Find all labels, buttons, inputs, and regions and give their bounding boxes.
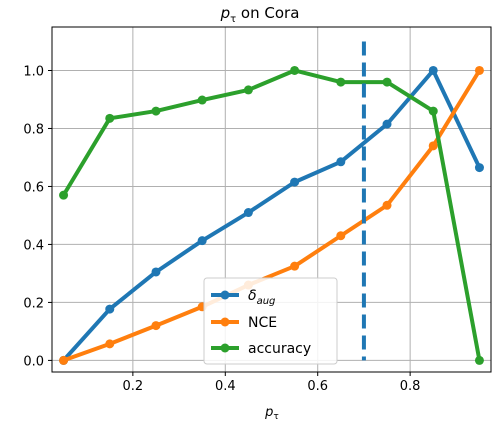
- y-tick-label: 0.0: [23, 354, 44, 369]
- data-point-delta-aug: [474, 163, 484, 173]
- y-tick-label: 1.0: [23, 64, 44, 79]
- legend-marker-delta-aug: [220, 290, 230, 300]
- x-axis-label: pτ: [264, 405, 279, 422]
- data-point-accuracy: [336, 77, 346, 87]
- data-point-accuracy: [290, 65, 300, 75]
- legend-label-delta-aug: δaug: [248, 288, 275, 307]
- data-point-delta-aug: [382, 119, 392, 129]
- x-tick-label: 0.6: [307, 379, 328, 394]
- data-point-accuracy: [428, 106, 438, 116]
- data-point-accuracy: [243, 85, 253, 95]
- data-point-accuracy: [474, 355, 484, 365]
- data-point-accuracy: [59, 190, 69, 200]
- legend-label-nce: NCE: [248, 315, 277, 331]
- data-point-delta-aug: [197, 236, 207, 246]
- legend-label-delta-aug-main: δ: [248, 288, 257, 304]
- data-point-accuracy: [151, 106, 161, 116]
- data-point-accuracy: [382, 77, 392, 87]
- chart-title-rest: on Cora: [236, 4, 299, 22]
- series-layer: [59, 65, 484, 365]
- series-line-nce: [61, 68, 482, 363]
- x-tick-label: 0.8: [400, 379, 421, 394]
- legend-marker-accuracy: [220, 343, 230, 353]
- chart-title-subscript: τ: [230, 14, 236, 25]
- y-tick-label: 0.8: [23, 122, 44, 137]
- data-point-nce: [474, 65, 484, 75]
- data-point-delta-aug: [428, 65, 438, 75]
- series-line-accuracy: [61, 68, 482, 363]
- data-point-nce: [59, 355, 69, 365]
- y-tick-label: 0.4: [23, 238, 44, 253]
- data-point-nce: [428, 141, 438, 151]
- data-point-delta-aug: [243, 208, 253, 218]
- data-point-nce: [105, 339, 115, 349]
- data-point-nce: [151, 321, 161, 331]
- data-point-delta-aug: [336, 157, 346, 167]
- y-tick-label: 0.6: [23, 180, 44, 195]
- axis-ticks: 0.2 0.4 0.6 0.8 0.0 0.2 0.4 0.6 0.8 1.0: [23, 64, 420, 394]
- legend-marker-nce: [220, 317, 230, 327]
- data-point-accuracy: [197, 95, 207, 105]
- data-point-delta-aug: [105, 304, 115, 314]
- chart-title: pτ on Cora: [220, 4, 300, 25]
- data-point-nce: [336, 231, 346, 241]
- data-point-nce: [290, 261, 300, 271]
- plot-frame: [51, 26, 492, 373]
- data-point-accuracy: [105, 113, 115, 123]
- legend-label-accuracy: accuracy: [248, 341, 311, 357]
- legend: δaug NCE accuracy: [203, 277, 338, 365]
- legend-label-delta-aug-sub: aug: [257, 296, 276, 307]
- x-axis-label-subscript: τ: [273, 412, 278, 422]
- legend-box: [203, 277, 338, 365]
- data-point-nce: [382, 200, 392, 210]
- x-axis-label-symbol: p: [264, 405, 273, 420]
- data-point-delta-aug: [290, 177, 300, 187]
- x-tick-label: 0.2: [123, 379, 144, 394]
- chart-title-symbol: p: [220, 4, 231, 22]
- y-tick-label: 0.2: [23, 296, 44, 311]
- x-tick-label: 0.4: [215, 379, 236, 394]
- data-point-delta-aug: [151, 267, 161, 277]
